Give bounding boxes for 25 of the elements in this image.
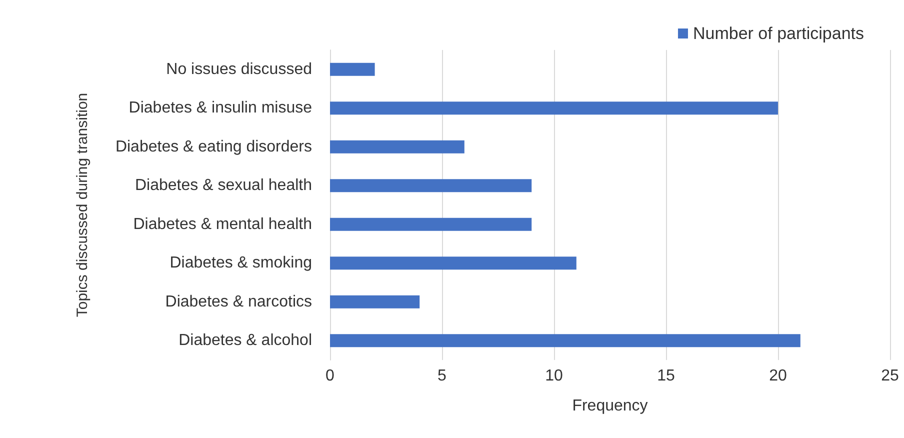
x-tick-label: 5 (438, 368, 447, 384)
x-tick-label: 0 (326, 368, 335, 384)
y-tick-label: Diabetes & mental health (133, 216, 312, 233)
bar (330, 334, 800, 348)
y-tick-label: Diabetes & alcohol (178, 332, 312, 350)
x-tick-label: 10 (545, 368, 563, 384)
bar (330, 179, 532, 192)
x-tick-label: 15 (657, 368, 675, 384)
bar (330, 102, 778, 115)
y-tick-label: Diabetes & narcotics (165, 293, 312, 310)
bar (330, 140, 464, 154)
y-tick-label: No issues discussed (166, 60, 312, 78)
y-tick-label: Diabetes & sexual health (135, 177, 312, 194)
bar (330, 295, 420, 308)
legend-label: Number of participants (692, 24, 864, 43)
y-axis-title: Topics discussed during transition (74, 92, 91, 318)
x-axis-title: Frequency (572, 398, 648, 414)
y-tick-label: Diabetes & eating disorders (115, 138, 312, 156)
bar (330, 256, 576, 270)
bar (330, 218, 532, 231)
x-tick-label: 20 (769, 368, 787, 384)
y-tick-label: Diabetes & smoking (170, 254, 312, 272)
bar (330, 62, 375, 76)
x-tick-label: 25 (881, 368, 899, 384)
y-tick-label: Diabetes & insulin misuse (128, 100, 312, 117)
